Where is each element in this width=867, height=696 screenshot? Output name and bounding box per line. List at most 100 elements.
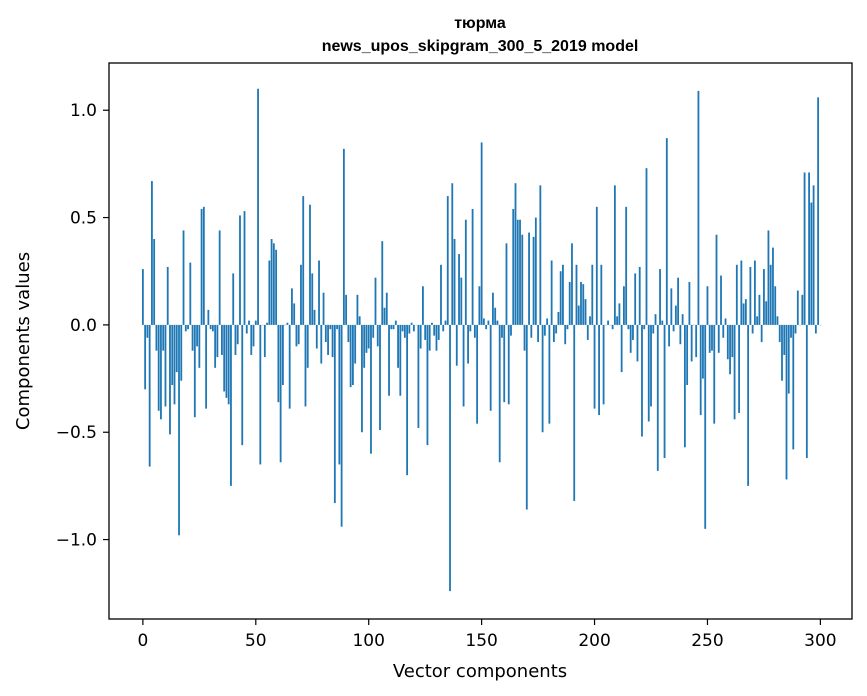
bar-92 [349,324,352,388]
bar-142 [462,324,465,407]
bar-48 [250,324,253,355]
bar-34 [218,230,221,325]
bar-173 [532,236,535,325]
bar-58 [272,243,275,325]
bar-76 [313,309,316,325]
bar-25 [198,324,201,368]
x-axis-label: Vector components [393,661,567,682]
bar-250 [706,286,709,325]
bar-164 [512,208,515,325]
bar-256 [720,275,722,325]
bar-273 [758,294,761,325]
bar-158 [498,324,501,463]
bar-282 [778,324,781,343]
bar-249 [704,324,707,529]
bar-181 [550,260,553,325]
bar-41 [234,324,237,355]
bar-269 [749,266,752,325]
bar-189 [568,281,571,325]
bar-93 [352,324,354,386]
y-axis: −1.0 −0.5 0.0 0.5 1.0 [56,101,109,551]
bar-258 [724,318,727,325]
bar-117 [406,324,409,476]
bar-208 [611,324,614,330]
bar-114 [399,324,402,396]
bar-24 [196,324,198,347]
bar-163 [510,324,512,336]
bar-169 [523,324,526,351]
bar-109 [388,324,390,396]
bar-165 [514,183,517,325]
bar-86 [336,324,338,330]
bar-127 [428,324,431,351]
bar-263 [735,264,738,325]
bar-162 [507,324,510,405]
bar-288 [792,324,795,450]
bar-235 [672,324,675,332]
bar-66 [291,288,293,325]
bar-194 [580,281,582,325]
bar-40 [232,273,235,325]
bar-202 [598,324,600,416]
bar-198 [589,316,591,325]
bar-96 [358,316,361,325]
bar-28 [205,324,208,409]
y-tick-label-2: 0.0 [70,316,97,336]
bar-191 [573,324,576,501]
bar-188 [566,324,569,330]
bar-293 [803,172,806,325]
bar-37 [225,324,228,398]
bar-219 [636,324,639,362]
bar-217 [632,324,634,340]
bar-44 [241,324,244,446]
bar-91 [347,324,350,343]
bar-268 [747,324,750,486]
bar-248 [702,324,704,379]
bar-118 [408,324,411,334]
bar-161 [505,243,508,325]
bar-4 [151,181,153,325]
bar-168 [521,234,524,325]
bar-17 [180,324,183,381]
bar-126 [426,324,429,446]
bar-277 [767,230,770,325]
bar-105 [379,324,381,431]
bar-143 [464,219,467,325]
bar-196 [584,299,587,325]
bar-75 [311,273,314,325]
y-tick-label-4: 1.0 [70,101,97,121]
bar-79 [320,324,323,364]
bar-series [141,88,822,592]
bar-139 [455,324,458,366]
bar-224 [647,324,650,422]
bar-254 [715,234,718,325]
bar-154 [489,324,492,411]
bar-119 [410,322,413,325]
x-tick-label-250: 250 [691,631,723,651]
bar-130 [435,324,438,351]
bar-5 [153,239,156,325]
bar-180 [548,324,551,424]
bar-223 [645,168,648,325]
bar-113 [397,324,399,368]
bar-3 [148,324,151,467]
bar-95 [356,294,359,325]
bar-56 [268,260,271,325]
bar-294 [805,324,808,458]
bar-46 [245,324,248,334]
bar-140 [458,254,460,325]
bar-144 [467,324,469,364]
bar-215 [627,324,630,330]
x-tick-label-0: 0 [137,631,148,651]
bar-51 [257,88,259,325]
bar-203 [600,264,603,325]
bar-187 [564,324,567,345]
chart-title-line2: news_upos_skipgram_300_5_2019 model [322,38,639,55]
bar-21 [189,262,192,325]
bar-132 [440,264,442,325]
bar-200 [593,324,596,409]
bar-251 [708,324,711,353]
bar-214 [625,206,628,325]
bar-133 [442,324,445,332]
